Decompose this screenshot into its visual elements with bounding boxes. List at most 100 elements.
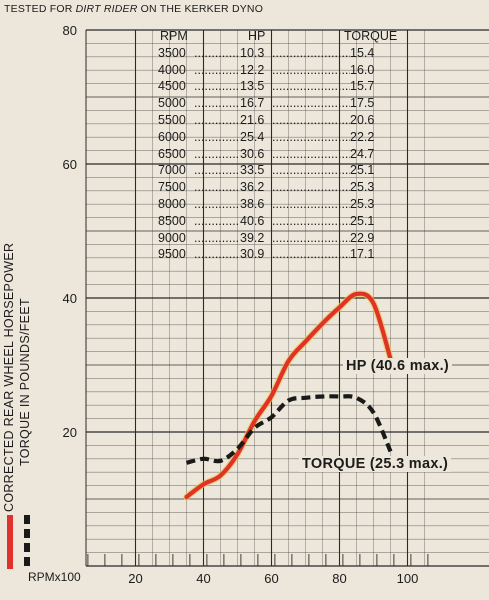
- table-cell-dots1: ....................................: [194, 45, 240, 60]
- table-row: 9000....................................…: [158, 230, 414, 247]
- table-cell-dots1: ....................................: [194, 129, 240, 144]
- major-gridlines: [85, 29, 489, 567]
- x-tick-label: 100: [397, 571, 419, 586]
- table-cell-dots1: ....................................: [194, 247, 240, 262]
- table-cell-dots2: ....................................: [272, 213, 350, 228]
- table-cell-hp: 36.2: [240, 180, 265, 195]
- table-cell-tq: 15.7: [350, 79, 375, 94]
- table-cell-dots1: ....................................: [194, 146, 240, 161]
- table-row: 6500....................................…: [158, 146, 414, 163]
- table-cell-dots2: ....................................: [272, 163, 350, 178]
- table-cell-rpm: 8500: [158, 213, 186, 228]
- y-axis-label-horsepower: CORRECTED REAR WHEEL HORSEPOWER: [2, 242, 16, 512]
- table-cell-tq: 16.0: [350, 62, 375, 77]
- table-row: 4500....................................…: [158, 78, 414, 95]
- table-cell-dots1: ....................................: [194, 62, 240, 77]
- table-cell-rpm: 7000: [158, 163, 186, 178]
- table-cell-dots2: ....................................: [272, 79, 350, 94]
- table-cell-dots1: ....................................: [194, 196, 240, 211]
- x-tick-label: 40: [196, 571, 210, 586]
- table-cell-hp: 38.6: [240, 196, 265, 211]
- table-cell-rpm: 7500: [158, 180, 186, 195]
- table-cell-tq: 17.5: [350, 96, 375, 111]
- x-tick-label: 80: [332, 571, 346, 586]
- hp-max-callout: HP (40.6 max.): [343, 358, 453, 374]
- table-row: 8500....................................…: [158, 213, 414, 230]
- table-cell-tq: 17.1: [350, 247, 375, 262]
- table-cell-dots2: ....................................: [272, 146, 350, 161]
- table-cell-hp: 25.4: [240, 129, 265, 144]
- table-cell-hp: 12.2: [240, 62, 265, 77]
- x-tick-label: 60: [264, 571, 278, 586]
- table-cell-rpm: 4000: [158, 62, 186, 77]
- x-tick-labels: 20 40 60 80 100: [128, 571, 418, 586]
- table-cell-dots2: ....................................: [272, 180, 350, 195]
- table-cell-hp: 30.6: [240, 146, 265, 161]
- torque-series-line: [185, 394, 393, 465]
- header-suffix: ON THE KERKER DYNO: [137, 3, 264, 15]
- table-cell-rpm: 5000: [158, 96, 186, 111]
- dyno-data-table: RPM HP TORQUE 3500.........................…: [158, 28, 414, 263]
- table-cell-dots1: ....................................: [194, 163, 240, 178]
- table-cell-rpm: 5500: [158, 112, 186, 127]
- table-row: 4000....................................…: [158, 62, 414, 79]
- table-row: 5500....................................…: [158, 112, 414, 129]
- y-tick-label: 20: [63, 425, 77, 440]
- table-cell-tq: 25.1: [350, 163, 375, 178]
- table-cell-tq: 25.1: [350, 213, 375, 228]
- table-cell-tq: 15.4: [350, 45, 375, 60]
- table-cell-rpm: 4500: [158, 79, 186, 94]
- table-row: 8000....................................…: [158, 196, 414, 213]
- table-cell-dots2: ....................................: [272, 45, 350, 60]
- table-cell-hp: 30.9: [240, 247, 265, 262]
- table-cell-dots2: ....................................: [272, 129, 350, 144]
- table-cell-hp: 10.3: [240, 45, 265, 60]
- table-cell-tq: 20.6: [350, 112, 375, 127]
- table-cell-dots1: ....................................: [194, 180, 240, 195]
- table-cell-dots1: ....................................: [194, 79, 240, 94]
- table-row: 7000....................................…: [158, 162, 414, 179]
- table-cell-tq: 22.2: [350, 129, 375, 144]
- table-cell-dots2: ....................................: [272, 247, 350, 262]
- table-cell-dots1: ....................................: [194, 96, 240, 111]
- table-header-hp: HP: [248, 29, 266, 43]
- y-tick-labels: 20 40 60 80: [63, 23, 77, 440]
- table-cell-tq: 24.7: [350, 146, 375, 161]
- x-axis-unit-label: RPMx100: [28, 570, 81, 584]
- y-tick-label: 60: [63, 157, 77, 172]
- table-row: 6000....................................…: [158, 129, 414, 146]
- table-row: 5000....................................…: [158, 95, 414, 112]
- table-cell-rpm: 9500: [158, 247, 186, 262]
- table-cell-hp: 40.6: [240, 213, 265, 228]
- table-cell-dots1: ....................................: [194, 230, 240, 245]
- table-cell-hp: 13.5: [240, 79, 265, 94]
- header-prefix: TESTED FOR: [4, 3, 76, 15]
- table-cell-rpm: 6000: [158, 129, 186, 144]
- table-cell-tq: 25.3: [350, 180, 375, 195]
- legend-hp-swatch: [7, 515, 13, 569]
- legend-torque-swatch: [24, 515, 30, 569]
- chart-header: TESTED FOR DIRT RIDER ON THE KERKER DYNO: [4, 3, 263, 15]
- table-header-rpm: RPM: [160, 29, 188, 43]
- x-tick-label: 20: [128, 571, 142, 586]
- y-tick-label: 40: [63, 291, 77, 306]
- table-cell-tq: 25.3: [350, 196, 375, 211]
- table-cell-dots2: ....................................: [272, 62, 350, 77]
- header-magazine: DIRT RIDER: [75, 3, 138, 15]
- table-cell-dots2: ....................................: [272, 196, 350, 211]
- table-cell-rpm: 6500: [158, 146, 186, 161]
- y-axis-label-torque: TORQUE IN POUNDS/FEET: [18, 298, 32, 466]
- table-cell-dots1: ....................................: [194, 213, 240, 228]
- torque-max-callout: TORQUE (25.3 max.): [299, 456, 452, 472]
- table-cell-dots2: ....................................: [272, 96, 350, 111]
- table-cell-dots1: ....................................: [194, 112, 240, 127]
- table-cell-rpm: 3500: [158, 45, 186, 60]
- y-tick-label: 80: [63, 23, 77, 38]
- table-row: 7500....................................…: [158, 179, 414, 196]
- table-cell-hp: 39.2: [240, 230, 265, 245]
- table-header-row: RPM HP TORQUE: [158, 28, 414, 45]
- table-header-torque: TORQUE: [344, 29, 398, 43]
- table-row: 9500....................................…: [158, 246, 414, 263]
- table-cell-hp: 16.7: [240, 96, 265, 111]
- table-cell-dots2: ....................................: [272, 112, 350, 127]
